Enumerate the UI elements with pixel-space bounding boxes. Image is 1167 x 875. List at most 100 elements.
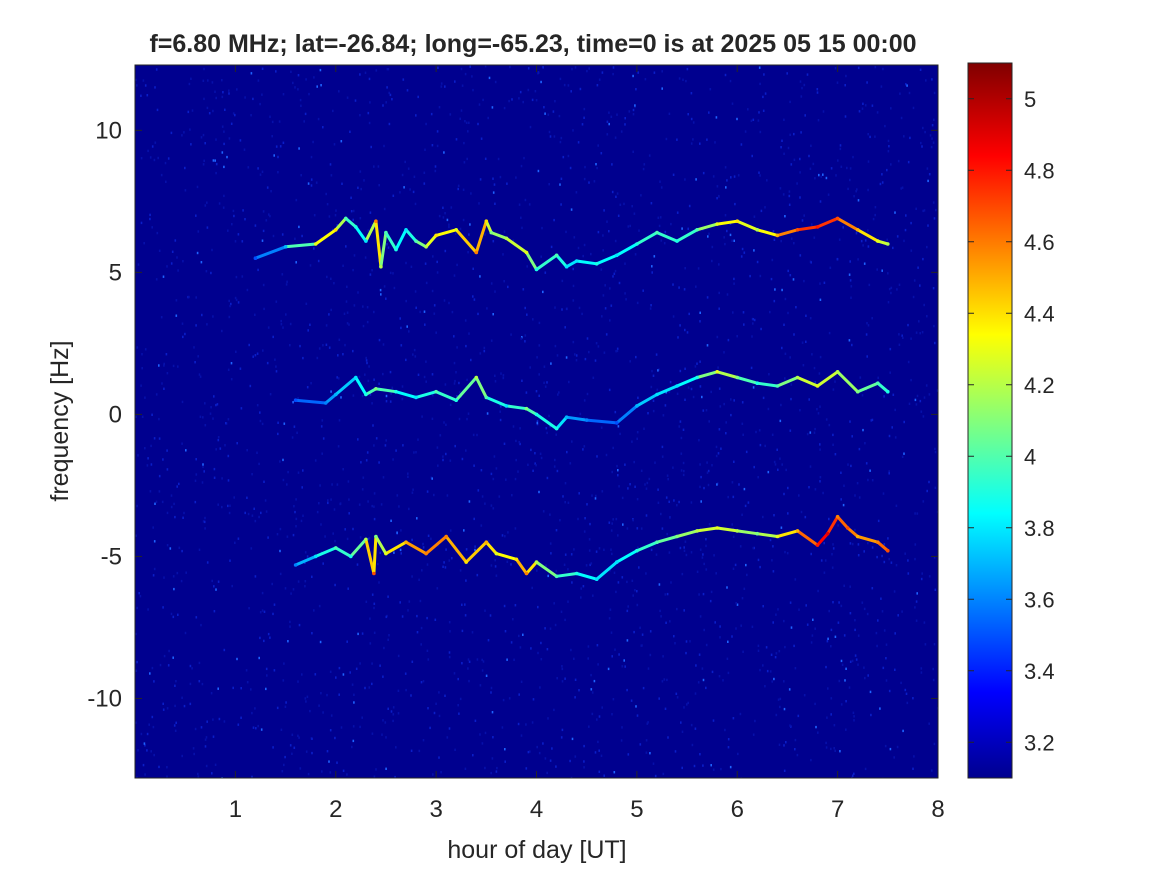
trace-segment	[314, 228, 338, 246]
noise-speck	[602, 234, 604, 237]
noise-speck	[390, 392, 392, 395]
noise-speck	[242, 209, 244, 212]
x-tick-label: 1	[229, 796, 242, 823]
noise-speck	[871, 546, 874, 549]
noise-speck	[610, 548, 612, 551]
noise-speck	[578, 492, 580, 495]
noise-speck	[511, 494, 513, 497]
noise-speck	[634, 105, 636, 109]
trace-point	[655, 540, 659, 544]
noise-speck	[337, 354, 339, 357]
noise-speck	[385, 394, 388, 398]
noise-speck	[189, 702, 192, 706]
noise-speck	[434, 169, 437, 173]
noise-speck	[436, 144, 439, 148]
trace-segment	[816, 216, 840, 229]
noise-speck	[828, 331, 831, 335]
noise-speck	[692, 138, 694, 141]
noise-speck	[453, 361, 456, 365]
noise-speck	[194, 361, 196, 364]
noise-speck	[347, 480, 350, 483]
noise-speck	[359, 170, 362, 173]
noise-speck	[361, 632, 364, 635]
noise-speck	[610, 529, 613, 532]
noise-speck	[616, 349, 619, 353]
noise-speck	[378, 461, 380, 464]
noise-speck	[322, 437, 325, 440]
noise-speck	[280, 323, 283, 326]
noise-speck	[888, 287, 891, 291]
noise-speck	[526, 265, 528, 268]
noise-speck	[418, 749, 421, 753]
noise-speck	[176, 571, 179, 575]
noise-speck	[223, 194, 225, 198]
noise-speck	[676, 392, 679, 395]
noise-speck	[147, 608, 149, 611]
noise-speck	[311, 751, 313, 755]
noise-speck	[377, 562, 379, 566]
noise-speck	[502, 253, 504, 256]
noise-speck	[449, 113, 452, 116]
noise-speck	[569, 166, 572, 170]
noise-speck	[805, 604, 807, 607]
noise-speck	[866, 612, 869, 616]
noise-speck	[188, 82, 191, 86]
noise-speck	[185, 571, 187, 574]
noise-speck	[180, 579, 183, 583]
noise-speck	[298, 225, 300, 229]
noise-speck	[170, 131, 173, 135]
noise-speck	[249, 384, 252, 388]
noise-speck	[912, 295, 915, 299]
noise-speck	[319, 640, 322, 644]
trace-point	[504, 404, 509, 408]
trace-point	[293, 563, 298, 567]
noise-speck	[586, 503, 588, 506]
noise-speck	[582, 254, 584, 258]
noise-speck	[732, 535, 735, 538]
noise-speck	[345, 245, 347, 248]
noise-speck	[421, 415, 423, 418]
noise-speck	[281, 273, 284, 276]
noise-speck	[480, 137, 483, 140]
noise-speck	[810, 261, 812, 264]
noise-speck	[757, 558, 760, 562]
noise-speck	[826, 716, 828, 719]
noise-speck	[158, 417, 160, 421]
noise-speck	[423, 171, 426, 174]
noise-speck	[473, 464, 475, 467]
noise-speck	[346, 311, 349, 314]
noise-speck	[415, 306, 417, 309]
noise-speck	[560, 736, 563, 739]
noise-speck	[851, 776, 853, 778]
noise-speck	[698, 653, 701, 656]
noise-speck	[322, 126, 324, 129]
noise-speck	[867, 541, 869, 545]
noise-speck	[753, 249, 755, 252]
trace-point	[855, 228, 860, 232]
noise-speck	[235, 275, 238, 279]
noise-speck	[305, 78, 307, 81]
noise-speck	[688, 312, 690, 316]
trace-segment	[374, 219, 383, 269]
noise-speck	[618, 485, 620, 488]
noise-speck	[683, 469, 685, 473]
trace-segment	[755, 532, 779, 538]
noise-speck	[304, 697, 307, 700]
noise-speck	[227, 454, 230, 458]
noise-speck	[477, 122, 479, 126]
trace-segment	[695, 222, 719, 232]
noise-speck	[364, 373, 366, 376]
noise-speck	[931, 137, 933, 140]
trace-point	[514, 557, 519, 562]
noise-speck	[613, 771, 616, 774]
noise-speck	[427, 534, 430, 537]
noise-speck	[210, 692, 213, 695]
noise-speck	[266, 361, 269, 365]
trace-point	[474, 250, 479, 255]
noise-speck	[177, 613, 179, 616]
noise-speck	[729, 765, 732, 769]
noise-speck	[490, 504, 493, 507]
noise-speck	[352, 739, 355, 743]
noise-speck	[871, 317, 873, 320]
trace-segment	[565, 415, 589, 422]
